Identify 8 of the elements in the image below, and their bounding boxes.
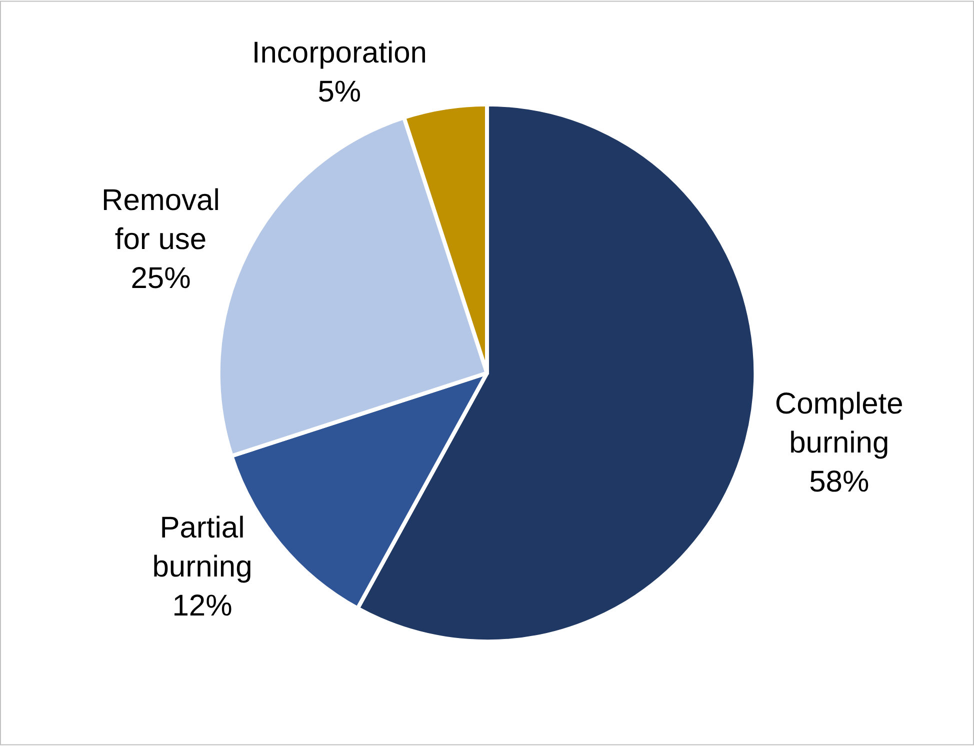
data-label: 12% [172, 589, 232, 622]
slice-label: Removal for use [102, 184, 220, 256]
slice-label: Incorporation [252, 36, 427, 70]
data-label: 5% [318, 76, 362, 109]
data-label: 25% [130, 262, 191, 296]
slice-label: Partial burning [152, 511, 252, 584]
slice-label: Complete burning [774, 388, 904, 460]
data-label: 58% [809, 466, 870, 499]
